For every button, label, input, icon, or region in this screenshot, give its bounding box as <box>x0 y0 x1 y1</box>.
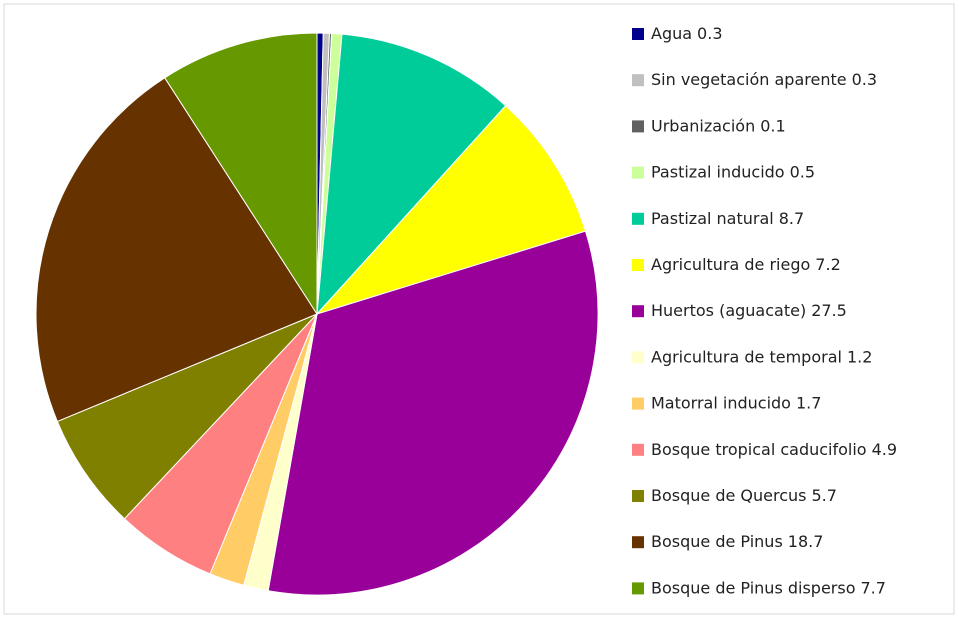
legend-label: Sin vegetación aparente 0.3 <box>651 70 877 89</box>
legend-label: Agricultura de temporal 1.2 <box>651 347 872 366</box>
legend-swatch <box>632 536 644 549</box>
legend-swatch <box>632 74 644 87</box>
legend-value: 7.7 <box>861 578 886 597</box>
legend-value: 0.3 <box>697 24 722 43</box>
legend-name: Agua <box>651 24 692 43</box>
legend-label: Bosque tropical caducifolio 4.9 <box>651 439 897 458</box>
legend-value: 18.7 <box>788 532 824 551</box>
legend-name: Bosque de Pinus disperso <box>651 578 856 597</box>
legend-label: Pastizal inducido 0.5 <box>651 162 815 181</box>
legend-value: 1.2 <box>847 347 872 366</box>
legend-name: Agricultura de riego <box>651 255 810 274</box>
legend-label: Huertos (aguacate) 27.5 <box>651 301 847 320</box>
legend-value: 0.5 <box>790 162 815 181</box>
legend-value: 27.5 <box>811 301 847 320</box>
legend-label: Matorral inducido 1.7 <box>651 393 821 412</box>
legend-label: Agua 0.3 <box>651 24 723 43</box>
legend-swatch <box>632 305 644 318</box>
legend-name: Bosque de Pinus <box>651 532 783 551</box>
legend-label: Urbanización 0.1 <box>651 116 786 135</box>
pie-slice <box>164 32 318 316</box>
legend-value: 0.1 <box>760 116 785 135</box>
legend-name: Sin vegetación aparente <box>651 70 847 89</box>
legend-swatch <box>632 582 644 595</box>
legend-swatch <box>632 443 644 456</box>
legend-label: Pastizal natural 8.7 <box>651 208 804 227</box>
legend-name: Matorral inducido <box>651 393 791 412</box>
legend-value: 1.7 <box>796 393 821 412</box>
pie-slice <box>267 230 599 596</box>
legend-swatch <box>632 120 644 133</box>
pie-slice <box>316 33 507 316</box>
pie-slice <box>56 313 318 520</box>
legend-name: Bosque tropical caducifolio <box>651 439 867 458</box>
legend-swatch <box>632 490 644 502</box>
pie-slice <box>315 105 587 316</box>
legend-name: Agricultura de temporal <box>651 347 842 366</box>
pie-slice <box>35 77 318 423</box>
legend-swatch <box>632 212 644 225</box>
legend-name: Pastizal natural <box>651 208 774 227</box>
legend-label: Bosque de Pinus disperso 7.7 <box>651 578 886 597</box>
legend-label: Bosque de Pinus 18.7 <box>651 532 823 551</box>
legend-value: 4.9 <box>872 439 897 458</box>
legend-value: 0.3 <box>852 70 877 89</box>
legend-swatch <box>632 351 644 364</box>
legend-value: 5.7 <box>812 486 837 505</box>
legend-name: Urbanización <box>651 116 755 135</box>
legend-name: Huertos (aguacate) <box>651 301 806 320</box>
legend-label: Bosque de Quercus 5.7 <box>651 486 837 505</box>
legend-name: Bosque de Quercus <box>651 486 807 505</box>
legend-value: 7.2 <box>815 255 840 274</box>
legend-name: Pastizal inducido <box>651 162 785 181</box>
legend-label: Agricultura de riego 7.2 <box>651 255 841 274</box>
legend-swatch <box>632 397 644 410</box>
legend-swatch <box>632 259 644 271</box>
legend-swatch <box>632 166 644 179</box>
legend-swatch <box>632 28 644 40</box>
legend-value: 8.7 <box>779 208 804 227</box>
